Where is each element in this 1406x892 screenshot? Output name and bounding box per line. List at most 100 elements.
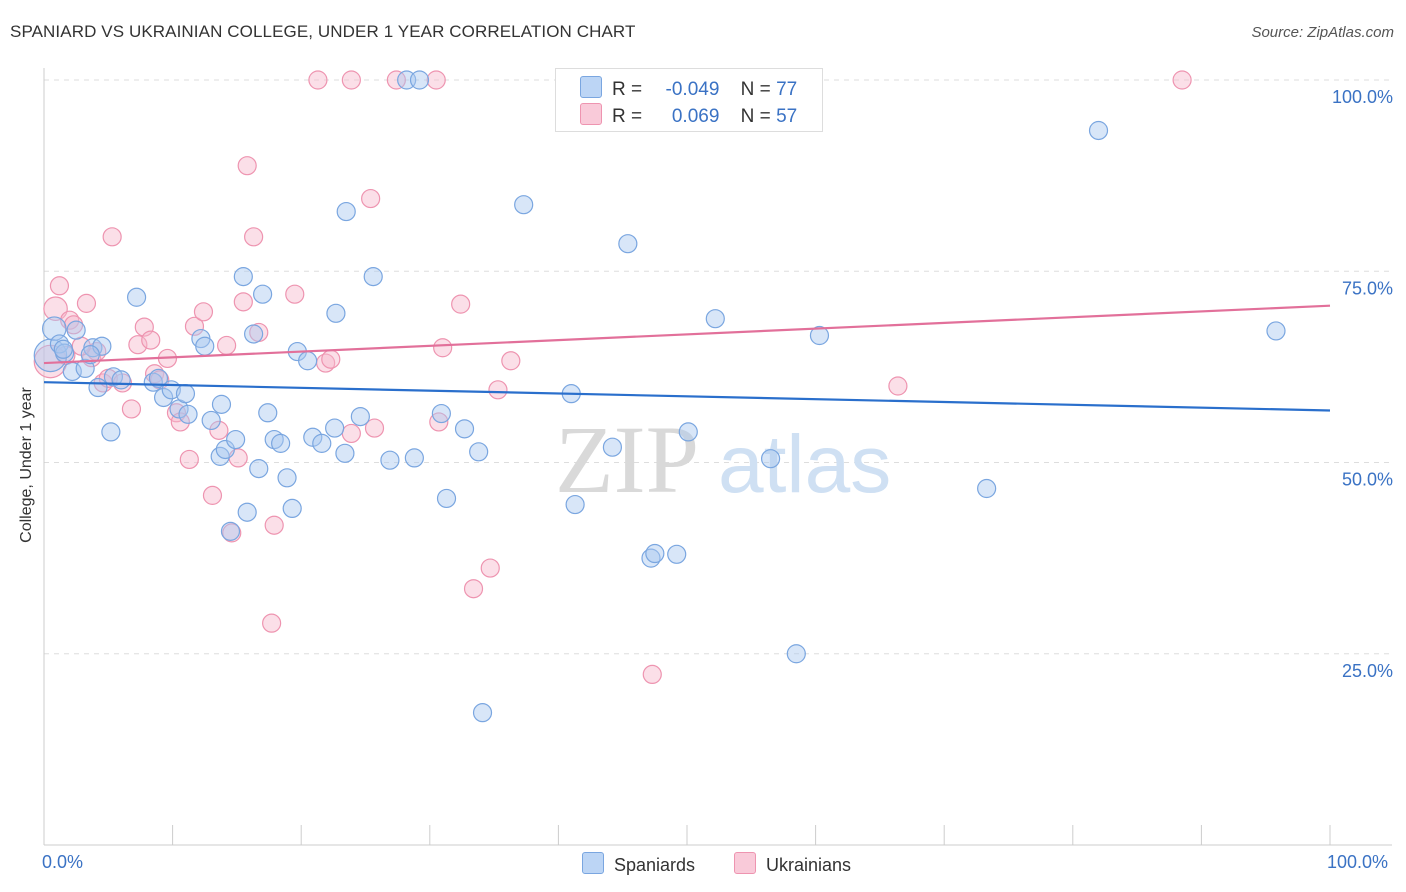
y-tick-label: 50.0% (1342, 470, 1393, 490)
bottom-legend-spaniards: Spaniards (582, 852, 695, 876)
spaniards-point (1088, 120, 1109, 141)
ukrainians-point (451, 294, 471, 314)
spaniards-point (380, 450, 400, 470)
spaniards-point (312, 433, 332, 453)
spaniards-point (148, 368, 169, 388)
legend-n-value-ukrainians: 57 (776, 106, 798, 127)
bottom-legend-label-ukrainians: Ukrainians (766, 855, 852, 875)
spaniards-point (258, 403, 278, 423)
ukrainians-point (184, 316, 205, 336)
spaniards-point (215, 439, 235, 460)
spaniards-point (88, 377, 108, 398)
ukrainians-point (233, 292, 253, 312)
ukrainians-point (217, 335, 237, 356)
y-tick-label: 100.0% (1332, 87, 1393, 107)
spaniards-point (472, 703, 493, 723)
watermark-atlas: atlas (718, 419, 891, 510)
spaniards-point (469, 442, 489, 462)
ukrainians-point (341, 423, 361, 444)
ukrainians-point (121, 399, 142, 419)
ukrainians-point (141, 330, 161, 350)
spaniards-point (175, 384, 196, 404)
spaniards-point (1266, 321, 1286, 341)
ukrainians-point (222, 523, 242, 543)
spaniards-point (277, 468, 297, 488)
ukrainians-point (237, 156, 257, 176)
spaniards-point (111, 370, 131, 390)
spaniards-point (153, 387, 174, 408)
legend-r-label: R = (612, 106, 643, 127)
axes (43, 68, 1392, 846)
spaniards-point (409, 70, 430, 90)
spaniards-point (201, 410, 221, 431)
ukrainians-point (209, 420, 229, 440)
spaniards-point (244, 324, 264, 344)
ukrainians-point (364, 418, 385, 438)
spaniards-point (237, 502, 257, 522)
legend-swatch-ukrainians (580, 103, 602, 125)
ukrainians-point (321, 349, 341, 369)
legend-row-ukrainians: R = 0.069 N = 57 (580, 103, 797, 128)
spaniards-point (809, 325, 830, 346)
ukrainians-point (341, 70, 361, 90)
ukrainians-point (193, 302, 214, 322)
spaniards-point (101, 422, 121, 442)
y-tick-label: 25.0% (1342, 661, 1393, 681)
ukrainians-point (285, 284, 305, 304)
spaniards-point (705, 309, 725, 329)
ukrainians-point (264, 515, 284, 535)
spaniards-point (602, 437, 623, 457)
ukrainians-point (480, 558, 500, 578)
ukrainians-point (642, 664, 662, 685)
legend-r-value-spaniards: -0.049 (665, 79, 720, 100)
spaniards-point (565, 494, 585, 515)
spaniards-point (211, 394, 232, 414)
spaniards-point (977, 478, 997, 499)
spaniards-point (253, 284, 273, 304)
ukrainians-point (433, 338, 453, 358)
spaniards-point (178, 404, 198, 424)
ukrainians-point (76, 293, 97, 313)
legend-r-label: R = (612, 79, 643, 100)
spaniards-point (436, 488, 457, 509)
spaniards-point (126, 287, 147, 307)
spaniards-point (226, 429, 246, 450)
legend-row-spaniards: R = -0.049 N = 77 (580, 76, 797, 101)
ukrainians-point (361, 188, 381, 209)
bottom-swatch-spaniards (582, 852, 604, 874)
spaniards-point (667, 544, 687, 564)
ukrainians-point (888, 376, 908, 396)
legend-n-label: N = (740, 106, 771, 127)
spaniards-point (336, 201, 356, 222)
spaniards-point (271, 433, 291, 453)
ukrainians-point (1172, 70, 1192, 90)
ukrainians-point (102, 227, 122, 247)
legend-r-value-ukrainians: 0.069 (671, 106, 720, 127)
ukrainians-point (308, 70, 328, 90)
spaniards-point (220, 521, 241, 541)
ukrainians-trend-line (43, 304, 1331, 365)
spaniards-point (786, 644, 806, 664)
spaniards-point (431, 403, 451, 424)
ukrainians-point (244, 227, 264, 247)
spaniards-point (760, 449, 781, 469)
chart-title: SPANIARD VS UKRAINIAN COLLEGE, UNDER 1 Y… (10, 22, 636, 41)
spaniards-point (282, 498, 302, 518)
ukrainians-point (386, 70, 406, 90)
x-tick-max: 100.0% (1327, 852, 1389, 872)
y-tick-labels: 100.0% 75.0% 50.0% 25.0% (1332, 87, 1393, 681)
spaniards-point (678, 422, 698, 442)
spaniards-point (514, 195, 534, 215)
ukrainians-point (488, 380, 508, 400)
legend-n-label: N = (740, 79, 771, 100)
ukrainians-points (33, 70, 1192, 685)
watermark-zip: ZIP (555, 406, 699, 513)
spaniards-point (53, 339, 73, 359)
source-label: Source: ZipAtlas.com (1251, 24, 1394, 41)
legend-n-value-spaniards: 77 (776, 79, 798, 100)
spaniards-point (454, 419, 475, 439)
ukrainians-point (501, 351, 521, 371)
spaniards-point (350, 407, 370, 427)
spaniards-trend-line (43, 381, 1331, 412)
